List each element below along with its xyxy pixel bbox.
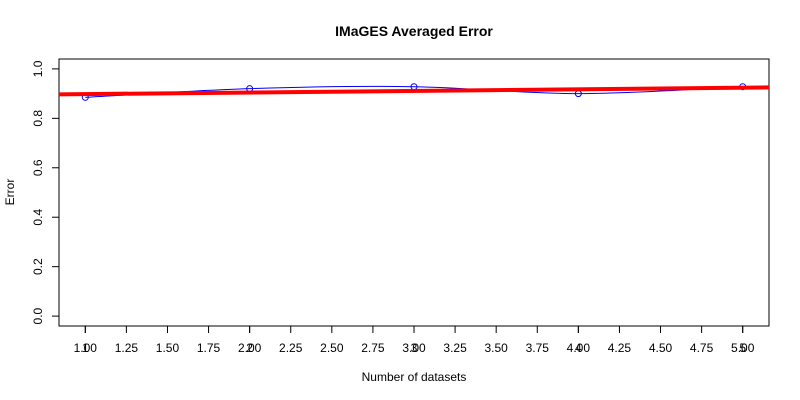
x-tick-label-secondary: 3.50 [484,341,508,355]
x-tick-label-secondary: 2.00 [238,341,262,355]
x-tick-label-secondary: 5.00 [731,341,755,355]
x-tick-label-secondary: 4.50 [649,341,673,355]
y-axis: 0.0 0.2 0.4 0.6 0.8 1.0 [31,60,60,324]
x-tick-label-secondary: 4.75 [690,341,714,355]
x-tick-label-secondary: 3.00 [402,341,426,355]
x-tick-label-secondary: 3.25 [443,341,467,355]
y-tick-label: 0.2 [31,258,45,275]
x-tick-label: 2 [246,341,253,355]
x-tick-label-secondary: 1.00 [74,341,98,355]
series-layer [58,83,770,101]
y-tick-label: 1.0 [31,60,45,77]
plot-border [58,58,770,327]
x-tick-label: 1 [82,341,89,355]
x-axis-label: Number of datasets [362,370,467,384]
x-tick-label-secondary: 1.50 [156,341,180,355]
x-tick-label-secondary: 3.75 [526,341,550,355]
x-tick-label-secondary: 2.25 [279,341,303,355]
y-tick-label: 0.6 [31,159,45,176]
y-tick-label: 0.4 [31,209,45,226]
x-tick-label: 5 [739,341,746,355]
x-tick-label-secondary: 1.25 [115,341,139,355]
chart-title: IMaGES Averaged Error [335,23,493,39]
y-tick-label: 0.8 [31,110,45,127]
y-tick-label: 0.0 [31,307,45,324]
x-tick-label: 4 [575,341,582,355]
y-axis-label: Error [3,179,17,206]
x-axis: 1 2 3 4 5 1.00 1.25 1.50 1.75 2.00 2.25 2.50 2.75 3.0… [74,325,755,355]
trend-line [58,85,770,97]
x-tick-label: 3 [411,341,418,355]
x-tick-label-secondary: 2.75 [361,341,385,355]
x-tick-label-secondary: 4.25 [608,341,632,355]
x-tick-label-secondary: 1.75 [197,341,221,355]
x-tick-label-secondary: 4.00 [567,341,591,355]
x-tick-label-secondary: 2.50 [320,341,344,355]
